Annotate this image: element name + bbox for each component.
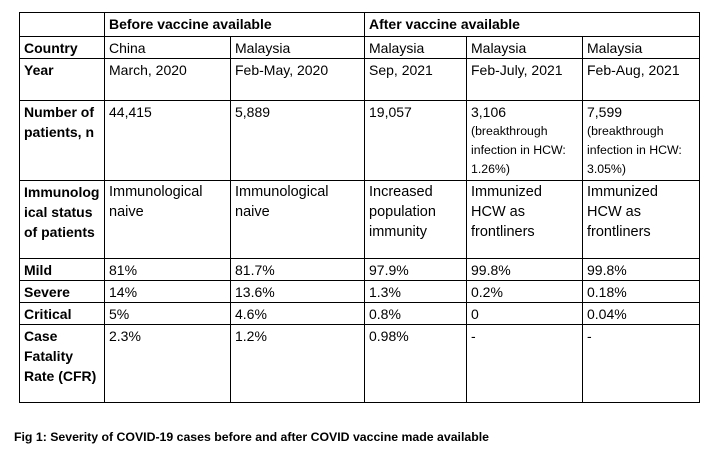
table-cell: 99.8% <box>582 258 700 281</box>
table-cell: Malaysia <box>466 36 583 59</box>
table-cell: 0 <box>466 302 583 325</box>
table-cell: 3,106 (breakthrough infection in HCW: 1.… <box>466 100 583 181</box>
table-cell: 0.2% <box>466 280 583 303</box>
row-label-country: Country <box>19 36 105 59</box>
table-cell: 1.3% <box>364 280 467 303</box>
table-cell: Malaysia <box>582 36 700 59</box>
row-label-year: Year <box>19 58 105 101</box>
table-cell: 0.04% <box>582 302 700 325</box>
table-cell: 5,889 <box>230 100 365 181</box>
table-cell: 13.6% <box>230 280 365 303</box>
table-cell: 1.2% <box>230 324 365 403</box>
table-cell: China <box>104 36 231 59</box>
row-label-patients: Number of patients, n <box>19 100 105 181</box>
table-row-cfr: Case Fatality Rate (CFR) 2.3% 1.2% 0.98%… <box>19 324 700 403</box>
table-row-severe: Severe 14% 13.6% 1.3% 0.2% 0.18% <box>19 280 700 303</box>
table-cell: 5% <box>104 302 231 325</box>
covid-severity-table: Before vaccine available After vaccine a… <box>19 12 700 403</box>
table-cell: - <box>466 324 583 403</box>
table-row-patients: Number of patients, n 44,415 5,889 19,05… <box>19 100 700 181</box>
table-cell: Malaysia <box>364 36 467 59</box>
row-label-mild: Mild <box>19 258 105 281</box>
row-label-immunological: Immunological status of patients <box>19 180 105 259</box>
before-vaccine-header: Before vaccine available <box>104 12 365 37</box>
table-row-critical: Critical 5% 4.6% 0.8% 0 0.04% <box>19 302 700 325</box>
table-cell: Increased population immunity <box>364 180 467 259</box>
table-header-row: Before vaccine available After vaccine a… <box>19 12 700 37</box>
breakthrough-note: (breakthrough infection in HCW: 3.05%) <box>587 124 682 176</box>
table-cell: 4.6% <box>230 302 365 325</box>
table-cell: 44,415 <box>104 100 231 181</box>
table-row-year: Year March, 2020 Feb-May, 2020 Sep, 2021… <box>19 58 700 101</box>
table-cell: 97.9% <box>364 258 467 281</box>
table-cell: 0.18% <box>582 280 700 303</box>
table-cell: Immunological naive <box>230 180 365 259</box>
table-row-country: Country China Malaysia Malaysia Malaysia… <box>19 36 700 59</box>
table-cell: Malaysia <box>230 36 365 59</box>
row-label-severe: Severe <box>19 280 105 303</box>
table-cell: 14% <box>104 280 231 303</box>
table-cell: 0.8% <box>364 302 467 325</box>
table-cell: Feb-Aug, 2021 <box>582 58 700 101</box>
table-cell: Immunized HCW as frontliners <box>582 180 700 259</box>
table-cell: Immunological naive <box>104 180 231 259</box>
table-row-immunological: Immunological status of patients Immunol… <box>19 180 700 259</box>
table-row-mild: Mild 81% 81.7% 97.9% 99.8% 99.8% <box>19 258 700 281</box>
patient-count: 3,106 <box>471 104 507 120</box>
breakthrough-note: (breakthrough infection in HCW: 1.26%) <box>471 124 566 176</box>
table-cell: 2.3% <box>104 324 231 403</box>
table-cell: March, 2020 <box>104 58 231 101</box>
table-cell: 81% <box>104 258 231 281</box>
table-cell: 7,599 (breakthrough infection in HCW: 3.… <box>582 100 700 181</box>
after-vaccine-header: After vaccine available <box>364 12 700 37</box>
table-cell: 81.7% <box>230 258 365 281</box>
table-cell: Feb-July, 2021 <box>466 58 583 101</box>
row-label-critical: Critical <box>19 302 105 325</box>
table-cell: Feb-May, 2020 <box>230 58 365 101</box>
table-cell: 0.98% <box>364 324 467 403</box>
row-label-cfr: Case Fatality Rate (CFR) <box>19 324 105 403</box>
table-cell: Immunized HCW as frontliners <box>466 180 583 259</box>
table-cell: 99.8% <box>466 258 583 281</box>
figure-caption: Fig 1: Severity of COVID-19 cases before… <box>14 430 489 444</box>
table-cell: - <box>582 324 700 403</box>
table-cell: Sep, 2021 <box>364 58 467 101</box>
patient-count: 7,599 <box>587 104 623 120</box>
table-cell: 19,057 <box>364 100 467 181</box>
blank-corner-cell <box>19 12 105 37</box>
